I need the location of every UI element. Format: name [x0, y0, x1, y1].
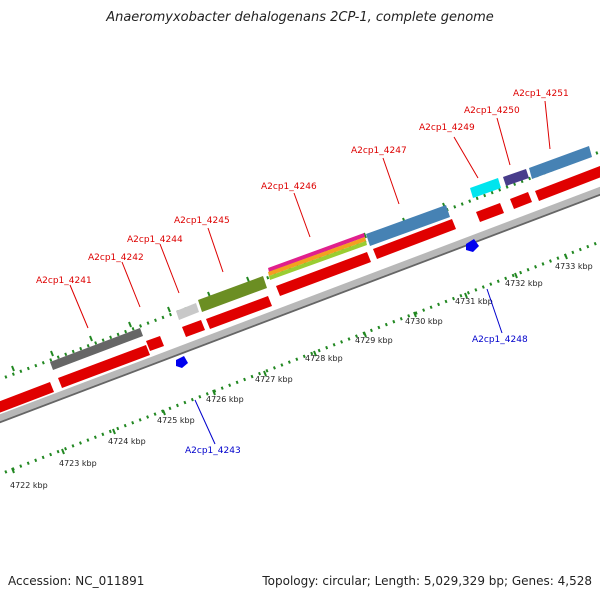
tick-label: 4728 kbp: [305, 354, 343, 363]
gene-label[interactable]: A2cp1_4245: [174, 216, 230, 226]
cds-feature[interactable]: [146, 336, 164, 351]
cds-feature[interactable]: [276, 252, 371, 296]
tick-label: 4724 kbp: [108, 437, 146, 446]
cds-feature[interactable]: [476, 203, 504, 222]
gene-block-blue[interactable]: [366, 205, 450, 246]
inner-dot-track: [0, 240, 600, 476]
cds-feature[interactable]: [535, 166, 600, 201]
cds-feature[interactable]: [510, 192, 532, 209]
tick-label: 4727 kbp: [255, 375, 293, 384]
gene-label[interactable]: A2cp1_4246: [261, 182, 317, 192]
cds-feature[interactable]: [373, 219, 456, 259]
tick-label: 4723 kbp: [59, 459, 97, 468]
gene-label[interactable]: A2cp1_4247: [351, 146, 407, 156]
map-title: Anaeromyxobacter dehalogenans 2CP-1, com…: [106, 10, 494, 25]
genome-summary-text: Topology: circular; Length: 5,029,329 bp…: [262, 574, 592, 588]
tick-label: 4730 kbp: [405, 317, 443, 326]
label-connectors-reverse: [194, 288, 503, 445]
tick-label: 4725 kbp: [157, 416, 195, 425]
gene-label[interactable]: A2cp1_4241: [36, 276, 92, 286]
cds-track: [0, 166, 600, 413]
cds-feature[interactable]: [0, 382, 54, 413]
rna-feature[interactable]: [176, 356, 188, 368]
tick-labels: 4722 kbp 4723 kbp 4724 kbp 4725 kbp 4726…: [10, 262, 593, 490]
label-connectors-forward: [69, 100, 551, 329]
rna-feature[interactable]: [466, 239, 479, 252]
tick-label: 4722 kbp: [10, 481, 48, 490]
tick-label: 4726 kbp: [206, 395, 244, 404]
tick-label: 4732 kbp: [505, 279, 543, 288]
gene-block-lime[interactable]: [269, 241, 367, 280]
reverse-gene-labels: A2cp1_4243 A2cp1_4248: [185, 335, 528, 456]
cds-feature[interactable]: [182, 320, 205, 337]
rna-features: [176, 239, 479, 368]
cds-feature[interactable]: [206, 296, 272, 329]
tick-label: 4729 kbp: [355, 336, 393, 345]
gene-blocks: [50, 146, 592, 370]
gene-block-cyan[interactable]: [470, 178, 501, 198]
gene-block-magenta[interactable]: [268, 233, 365, 272]
gene-label[interactable]: A2cp1_4251: [513, 89, 569, 99]
gene-label[interactable]: A2cp1_4244: [127, 235, 183, 245]
gene-label[interactable]: A2cp1_4248: [472, 335, 528, 345]
gene-label[interactable]: A2cp1_4242: [88, 253, 144, 263]
gene-block-gray[interactable]: [50, 328, 143, 370]
accession-text: Accession: NC_011891: [8, 574, 145, 588]
tick-label: 4733 kbp: [555, 262, 593, 271]
forward-gene-labels: A2cp1_4241 A2cp1_4242 A2cp1_4244 A2cp1_4…: [36, 89, 569, 286]
outer-dot-track: [0, 150, 600, 381]
gene-block-steel[interactable]: [529, 146, 592, 179]
gene-block-purple[interactable]: [503, 169, 529, 186]
tick-label: 4731 kbp: [455, 297, 493, 306]
gene-label[interactable]: A2cp1_4249: [419, 123, 475, 133]
gene-block-orange[interactable]: [268, 237, 366, 276]
backbone: [0, 186, 600, 424]
gene-block-olive[interactable]: [198, 276, 267, 312]
cds-feature[interactable]: [58, 345, 150, 388]
gene-label[interactable]: A2cp1_4243: [185, 446, 241, 456]
inner-major-ticks: [11, 253, 568, 474]
gene-label[interactable]: A2cp1_4250: [464, 106, 520, 116]
gene-block-lightgray[interactable]: [176, 303, 199, 320]
